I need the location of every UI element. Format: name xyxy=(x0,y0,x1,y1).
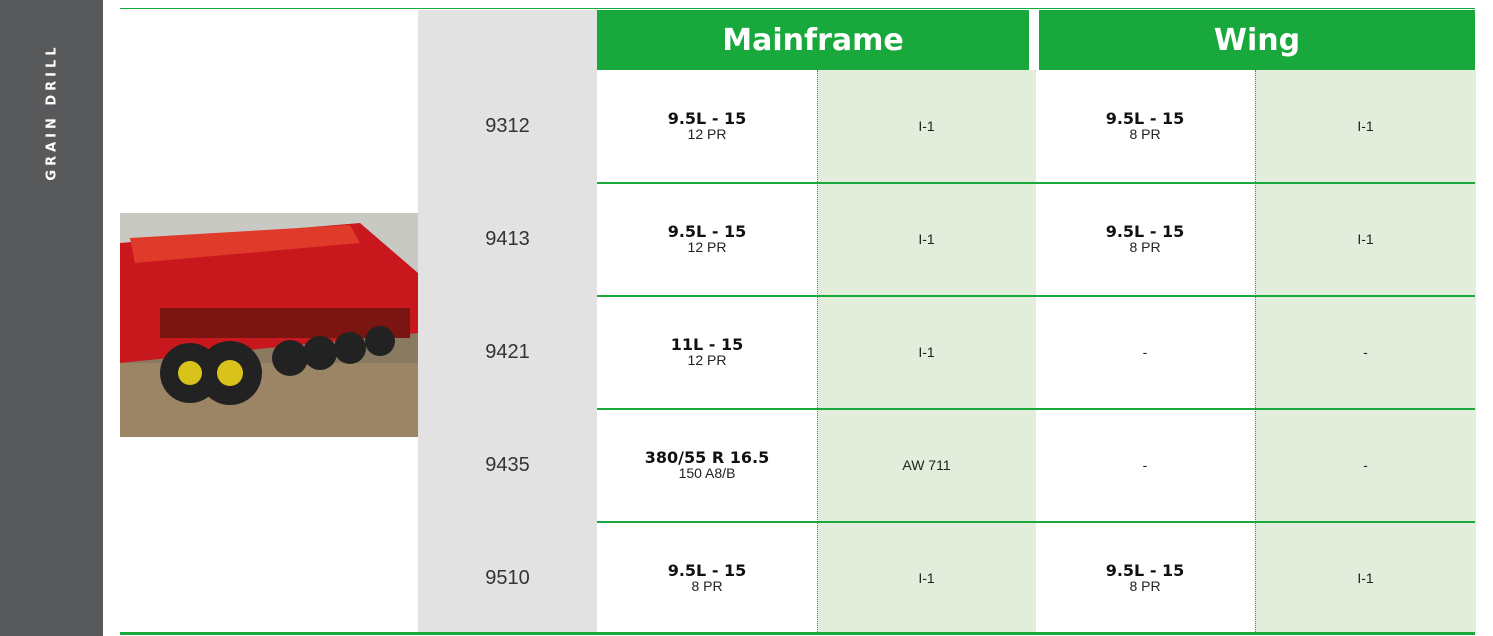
main-tire: 11L - 15 xyxy=(671,337,744,353)
model: 9510 xyxy=(418,522,597,634)
model: 9312 xyxy=(418,70,597,182)
main-type: AW 711 xyxy=(818,409,1035,521)
main-type: I-1 xyxy=(818,183,1035,295)
wing-type: - xyxy=(1256,409,1475,521)
product-photo xyxy=(120,213,418,437)
top-rule xyxy=(120,8,1475,9)
main-ply: 12 PR xyxy=(688,240,727,255)
wing-type: I-1 xyxy=(1256,70,1475,182)
sidebar-label: GRAIN DRILL xyxy=(45,43,60,180)
wing-tire: 9.5L - 15 xyxy=(1106,563,1185,579)
header-mainframe: Mainframe xyxy=(597,10,1029,70)
main-type: I-1 xyxy=(818,296,1035,408)
wing-ply: 8 PR xyxy=(1129,127,1160,142)
header-wing: Wing xyxy=(1039,10,1475,70)
main-tire: 9.5L - 15 xyxy=(668,224,747,240)
main-ply: 12 PR xyxy=(688,353,727,368)
main-ply: 12 PR xyxy=(688,127,727,142)
wing-tire: 9.5L - 15 xyxy=(1106,111,1185,127)
wing-tire: 9.5L - 15 xyxy=(1106,224,1185,240)
model: 9421 xyxy=(418,296,597,408)
main-ply: 8 PR xyxy=(691,579,722,594)
wing-tire: - xyxy=(1143,344,1148,360)
wing-ply: 8 PR xyxy=(1129,579,1160,594)
main-tire: 380/55 R 16.5 xyxy=(645,450,769,466)
wing-type: - xyxy=(1256,296,1475,408)
main-type: I-1 xyxy=(818,70,1035,182)
model: 9435 xyxy=(418,409,597,521)
main-tire: 9.5L - 15 xyxy=(668,111,747,127)
sidebar: GRAIN DRILL xyxy=(0,0,103,636)
wing-tire-cell: - xyxy=(1035,409,1255,521)
header-divider xyxy=(1029,10,1039,70)
main-type: I-1 xyxy=(818,522,1035,634)
page: GRAIN DRILL Mainframe Wing 93129.5L - 15… xyxy=(0,0,1493,636)
wing-tire: - xyxy=(1143,457,1148,473)
wing-type: I-1 xyxy=(1256,522,1475,634)
wing-ply: 8 PR xyxy=(1129,240,1160,255)
main-ply: 150 A8/B xyxy=(679,466,736,481)
wing-tire-cell: - xyxy=(1035,296,1255,408)
main-tire: 9.5L - 15 xyxy=(668,563,747,579)
model: 9413 xyxy=(418,183,597,295)
wing-type: I-1 xyxy=(1256,183,1475,295)
